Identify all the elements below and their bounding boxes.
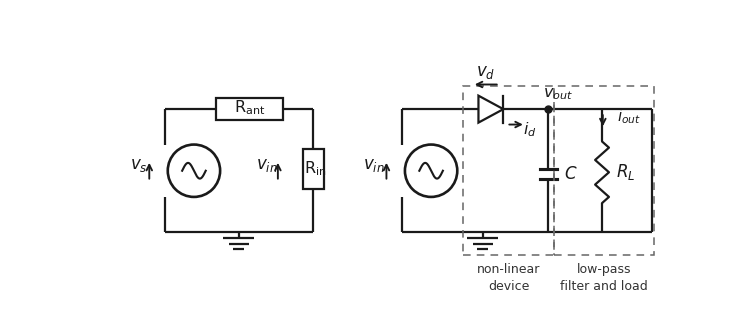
Text: $R_L$: $R_L$ [616,162,635,182]
Text: $v_{in}$: $v_{in}$ [256,156,278,174]
Bar [216,98,283,120]
Text: $\mathrm{R_{in}}$: $\mathrm{R_{in}}$ [303,159,326,178]
Text: $\mathrm{R_{ant}}$: $\mathrm{R_{ant}}$ [234,99,265,117]
Bar [554,86,654,255]
Text: $i_{out}$: $i_{out}$ [618,108,642,126]
Bar [302,149,324,189]
Text: $C$: $C$ [564,165,577,183]
Bar [464,86,554,255]
Text: $v_{out}$: $v_{out}$ [543,86,573,102]
Text: $v_{in}$: $v_{in}$ [364,156,385,174]
Text: non-linear
device: non-linear device [477,263,540,293]
Text: $v_d$: $v_d$ [476,63,495,81]
Text: low-pass
filter and load: low-pass filter and load [561,263,648,293]
Text: $i_d$: $i_d$ [523,121,537,139]
Text: $v_s$: $v_s$ [130,156,148,174]
